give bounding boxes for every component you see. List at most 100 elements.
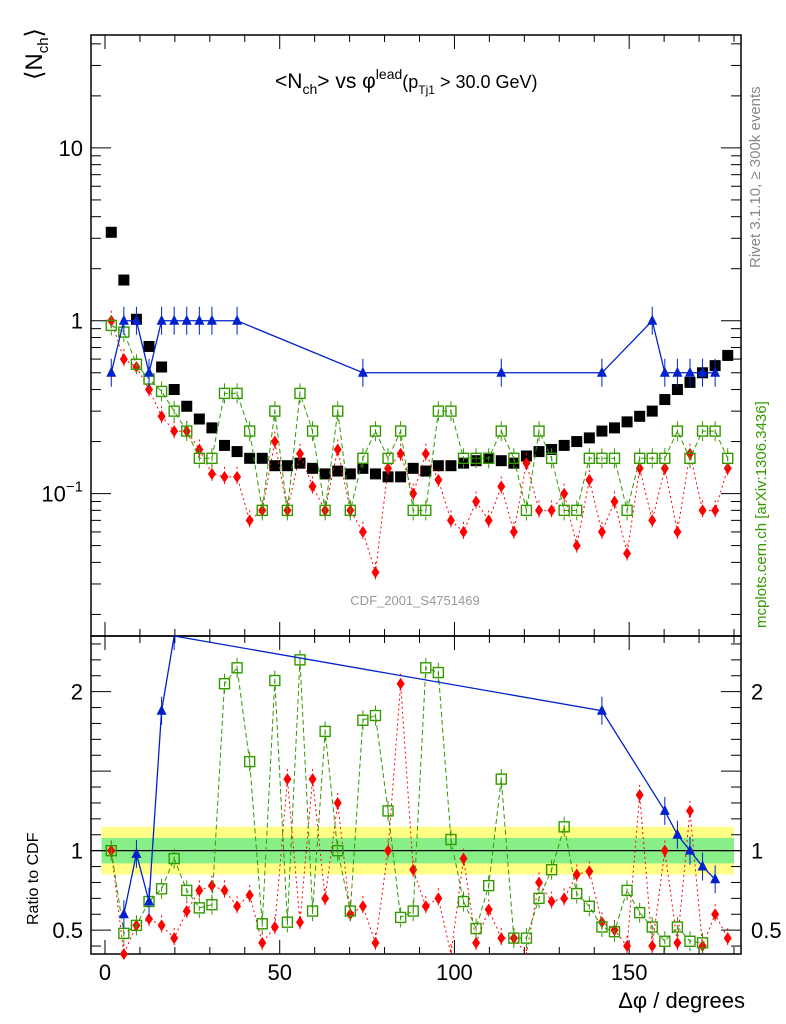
red-point <box>371 566 380 579</box>
data-point <box>420 465 432 477</box>
green-point <box>545 452 558 465</box>
green-point <box>168 405 180 417</box>
green-point <box>206 899 218 911</box>
green-point <box>155 385 168 398</box>
red-point <box>648 514 657 527</box>
red-point <box>472 495 481 508</box>
green-point <box>281 504 294 517</box>
red-point <box>673 936 682 949</box>
red-point <box>560 487 569 500</box>
red-point <box>421 900 430 913</box>
data-point <box>722 349 734 361</box>
green-point <box>344 504 357 517</box>
red-point <box>371 936 380 949</box>
x-axis-title: Δφ / degrees <box>618 988 745 1013</box>
green-point <box>520 932 533 944</box>
green-point <box>105 844 117 857</box>
blue-point <box>144 895 155 906</box>
data-point <box>671 384 683 396</box>
blue-point <box>144 366 155 377</box>
green-point <box>105 319 117 332</box>
blue-point <box>118 314 129 325</box>
red-point <box>497 480 506 493</box>
data-point <box>634 410 646 422</box>
green-point <box>206 452 218 465</box>
ratio-y-tick-label: 0.5 <box>52 918 83 943</box>
red-point <box>535 876 544 889</box>
red-point <box>547 895 556 908</box>
green-point <box>596 921 608 933</box>
green-point <box>369 425 382 437</box>
data-point <box>344 468 356 480</box>
data-point <box>596 425 608 437</box>
red-point <box>245 889 254 902</box>
red-point <box>459 525 468 538</box>
green-point <box>420 504 432 517</box>
green-point <box>294 387 306 400</box>
red-point <box>597 525 606 538</box>
data-point <box>105 226 117 238</box>
green-point <box>332 405 344 417</box>
red-point <box>195 884 204 897</box>
red-point <box>711 504 720 517</box>
green-point <box>231 387 243 400</box>
data-point <box>181 400 193 412</box>
blue-point <box>647 314 658 325</box>
green-point <box>256 918 268 930</box>
green-point <box>281 916 294 928</box>
blue-point <box>697 860 708 871</box>
green-point <box>684 452 696 465</box>
green-point <box>306 905 319 917</box>
green-point <box>394 425 407 437</box>
green-point <box>294 654 306 666</box>
green-point <box>269 674 281 687</box>
data-point <box>608 422 620 434</box>
red-point <box>119 353 128 366</box>
green-point <box>319 504 331 517</box>
blue-point <box>357 366 368 377</box>
red-point <box>157 919 166 932</box>
main-series <box>105 226 734 583</box>
green-point <box>709 425 721 437</box>
blue-point <box>672 366 683 377</box>
green-point <box>269 405 281 417</box>
red-point <box>421 447 430 460</box>
data-point <box>319 468 331 480</box>
red-point <box>333 796 342 809</box>
red-point <box>698 504 707 517</box>
green-point <box>445 405 457 417</box>
red-point <box>270 435 279 448</box>
red-point <box>585 865 594 878</box>
green-point <box>407 905 419 917</box>
data-point <box>571 436 583 448</box>
data-point <box>256 452 268 464</box>
green-point <box>407 504 419 517</box>
tick-labels: 0 50 100 150 10 1 10−1 0.5 0.5 1 1 2 2 <box>41 136 781 985</box>
green-point <box>596 452 608 465</box>
green-point <box>571 504 583 517</box>
green-point <box>193 452 206 465</box>
blue-point <box>232 314 243 325</box>
data-point <box>218 439 230 451</box>
data-point <box>659 394 671 406</box>
red-point <box>145 383 154 396</box>
blue-point <box>596 366 607 377</box>
green-point <box>118 927 130 940</box>
red-point <box>685 804 694 817</box>
green-point <box>344 905 357 917</box>
red-point <box>396 447 405 460</box>
y-tick-label: 10 <box>59 136 83 161</box>
red-point <box>145 913 154 926</box>
green-point <box>696 425 709 437</box>
red-point <box>384 844 393 857</box>
blue-point <box>496 366 507 377</box>
red-point <box>434 473 443 486</box>
series-line <box>110 319 716 374</box>
red-point <box>673 525 682 538</box>
data-point <box>533 446 545 458</box>
data-point <box>395 471 407 483</box>
red-point <box>522 457 531 470</box>
ratio-y-tick-label: 1 <box>71 839 83 864</box>
green-point <box>508 932 520 944</box>
data-point <box>445 460 457 472</box>
